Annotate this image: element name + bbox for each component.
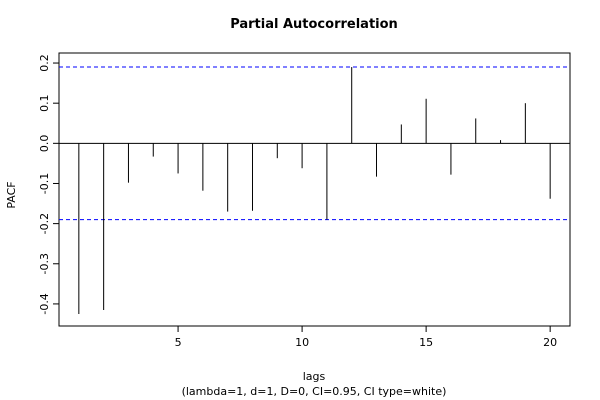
y-axis-label: PACF xyxy=(5,181,18,208)
y-tick-label-0: -0.4 xyxy=(38,293,51,314)
confidence-lines xyxy=(59,66,570,221)
x-tick-label-10: 10 xyxy=(295,336,309,349)
x-tick-label-5: 5 xyxy=(175,336,182,349)
x-tick-label-15: 15 xyxy=(419,336,433,349)
plot-frame xyxy=(58,52,571,327)
chart-subtitle: (lambda=1, d=1, D=0, CI=0.95, CI type=wh… xyxy=(182,385,447,398)
y-tick-label-5: 0.1 xyxy=(38,94,51,112)
y-axis: -0.4 -0.3 -0.2 -0.1 0.0 0.1 0.2 xyxy=(38,54,59,315)
x-axis: 5 10 15 20 xyxy=(175,326,557,349)
y-tick-label-3: -0.1 xyxy=(38,173,51,194)
x-tick-label-20: 20 xyxy=(543,336,557,349)
x-axis-label: lags xyxy=(303,370,326,383)
y-tick-label-2: -0.2 xyxy=(38,213,51,234)
y-tick-label-1: -0.3 xyxy=(38,253,51,274)
y-tick-label-4: 0.0 xyxy=(38,135,51,153)
y-tick-label-6: 0.2 xyxy=(38,54,51,72)
pacf-bars xyxy=(78,67,551,314)
chart-title: Partial Autocorrelation xyxy=(230,17,398,32)
